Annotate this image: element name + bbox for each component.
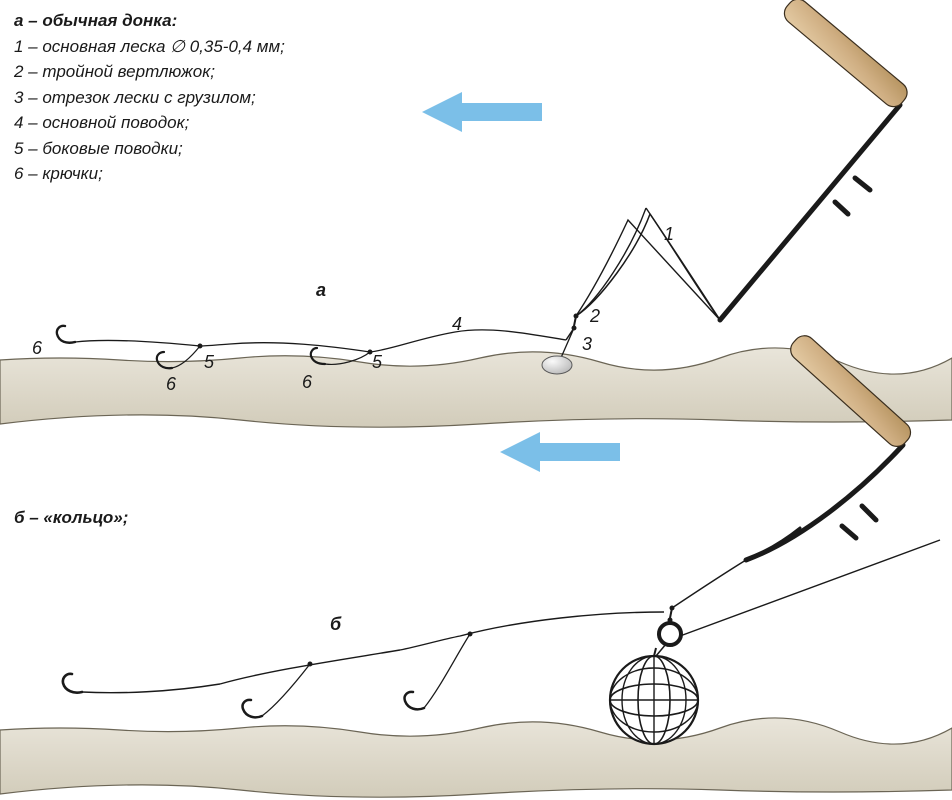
side-leader-b-1: [424, 634, 470, 708]
swivel-b: [668, 606, 675, 623]
flow-arrow-a: [422, 92, 542, 132]
label-4: 4: [452, 314, 462, 335]
hook-a-3: [57, 326, 75, 343]
label-6a: 6: [302, 372, 312, 393]
label-5a: 5: [372, 352, 382, 373]
rod-a: [720, 0, 912, 320]
line-apex-to-swivel-a: [576, 214, 650, 316]
line-4-leader: [370, 330, 566, 352]
line-ring-feeder: [656, 644, 666, 656]
line-seg-a-2: [200, 343, 370, 352]
line-seg-b-2: [220, 650, 400, 684]
label-6c: 6: [32, 338, 42, 359]
label-5b: 5: [204, 352, 214, 373]
diagram-svg: [0, 0, 952, 800]
sinker: [542, 356, 572, 374]
line-main-b: [672, 560, 746, 608]
ground-b: [0, 718, 952, 797]
feeder-rope: [680, 540, 940, 636]
label-section-a: а: [316, 280, 326, 301]
ring-b: [659, 623, 681, 645]
label-6b: 6: [166, 374, 176, 395]
line-1-main: [576, 220, 720, 320]
hook-b-1: [405, 692, 424, 709]
label-section-b: б: [330, 614, 341, 635]
flow-arrow-b: [500, 432, 620, 472]
label-3: 3: [582, 334, 592, 355]
label-2: 2: [590, 306, 600, 327]
label-1: 1: [664, 224, 674, 245]
line-seg-a-3: [75, 340, 200, 346]
diagram-canvas: а – обычная донка: 1 – основная леска ∅ …: [0, 0, 952, 800]
hook-b-2: [243, 700, 262, 717]
line-main-a: [576, 208, 720, 320]
swivel-a: [566, 314, 579, 341]
line-leader-b: [400, 612, 664, 650]
feeder-ball: [610, 648, 698, 744]
hook-b-3: [63, 674, 82, 693]
line-rod-to-apex-a: [650, 214, 720, 320]
line-seg-b-3: [82, 684, 220, 693]
